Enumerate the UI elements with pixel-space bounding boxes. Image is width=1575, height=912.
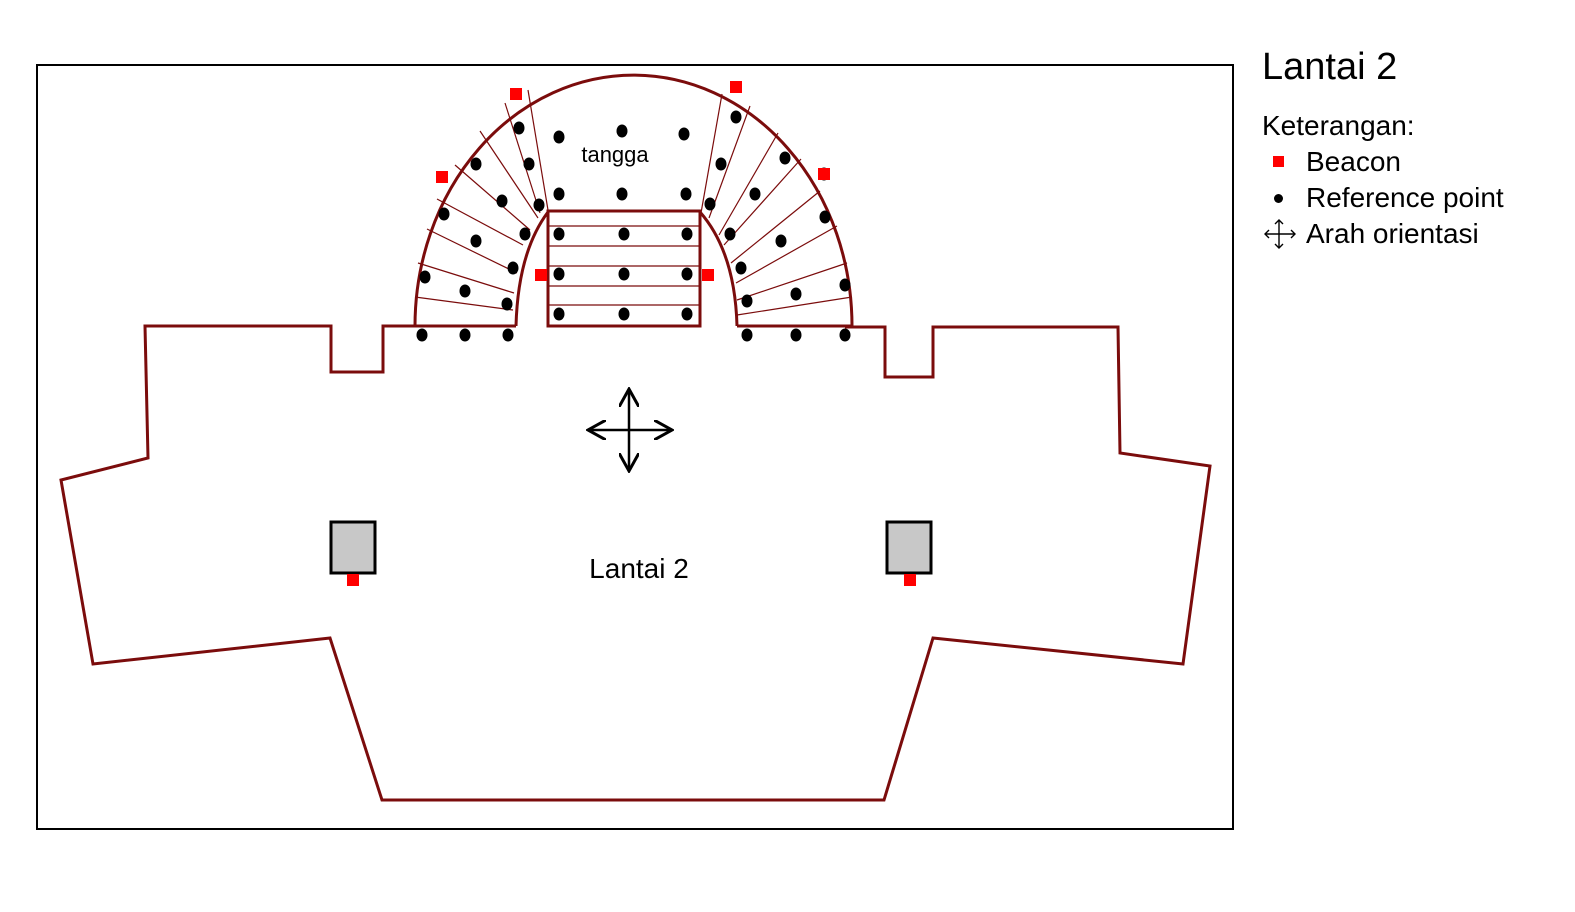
reference-point bbox=[496, 194, 508, 208]
reference-point bbox=[553, 227, 565, 241]
reference-point bbox=[419, 270, 431, 284]
reference-point bbox=[715, 157, 727, 171]
beacon-icon bbox=[1262, 144, 1302, 180]
reference-point bbox=[790, 328, 802, 342]
stair-tread bbox=[735, 225, 838, 284]
beacon bbox=[904, 574, 916, 586]
stair-area bbox=[413, 73, 854, 328]
orientation-arrows-icon bbox=[588, 389, 672, 471]
pillar-right bbox=[885, 520, 933, 575]
floor-outline bbox=[59, 324, 1212, 802]
reference-point bbox=[416, 328, 428, 342]
reference-point bbox=[790, 287, 802, 301]
reference-point bbox=[438, 207, 450, 221]
stair-tread bbox=[708, 105, 751, 219]
reference-point bbox=[775, 234, 787, 248]
reference-point bbox=[678, 127, 690, 141]
beacon bbox=[730, 81, 742, 93]
stair-tread bbox=[730, 190, 821, 264]
legend-label-beacon: Beacon bbox=[1306, 146, 1401, 177]
beacon bbox=[702, 269, 714, 281]
stair-tread bbox=[414, 296, 514, 311]
beacon bbox=[347, 574, 359, 586]
reference-point bbox=[553, 307, 565, 321]
legend: Lantai 2 Keterangan: Beacon Reference po… bbox=[1262, 44, 1504, 252]
reference-point bbox=[502, 328, 514, 342]
reference-point bbox=[533, 198, 545, 212]
reference-point bbox=[730, 110, 742, 124]
reference-point-icon bbox=[1262, 180, 1302, 216]
legend-item-reference-point: Reference point bbox=[1262, 180, 1504, 216]
stair-tread bbox=[454, 164, 531, 231]
legend-item-beacon: Beacon bbox=[1262, 144, 1504, 180]
legend-title: Lantai 2 bbox=[1262, 46, 1398, 88]
stair-tread bbox=[723, 158, 802, 246]
reference-point bbox=[618, 227, 630, 241]
reference-point bbox=[779, 151, 791, 165]
reference-point bbox=[459, 328, 471, 342]
reference-point bbox=[749, 187, 761, 201]
beacons bbox=[347, 81, 916, 586]
stair-tread bbox=[426, 228, 518, 274]
stair-tread bbox=[417, 262, 515, 294]
reference-point bbox=[507, 261, 519, 275]
beacon bbox=[535, 269, 547, 281]
stair-inner-right bbox=[698, 211, 739, 327]
floor-label: Lantai 2 bbox=[589, 553, 689, 584]
pillar-left bbox=[329, 520, 377, 575]
reference-point bbox=[553, 130, 565, 144]
reference-point bbox=[470, 157, 482, 171]
stair-tread bbox=[736, 262, 848, 301]
reference-point bbox=[741, 328, 753, 342]
reference-point bbox=[553, 267, 565, 281]
reference-point bbox=[681, 307, 693, 321]
reference-points bbox=[416, 110, 851, 342]
stair-tread bbox=[700, 93, 723, 214]
reference-point bbox=[470, 234, 482, 248]
reference-point bbox=[704, 197, 716, 211]
stair-tread bbox=[736, 296, 853, 316]
legend-heading: Keterangan: bbox=[1262, 110, 1415, 141]
stair-straight-flight bbox=[546, 209, 702, 328]
legend-label-reference-point: Reference point bbox=[1306, 182, 1504, 213]
stair-tread bbox=[527, 89, 549, 211]
reference-point bbox=[519, 227, 531, 241]
reference-point bbox=[523, 157, 535, 171]
orientation-arrows-icon bbox=[1262, 216, 1302, 252]
reference-point bbox=[616, 124, 628, 138]
legend-label-orientation: Arah orientasi bbox=[1306, 218, 1479, 249]
reference-point bbox=[501, 297, 513, 311]
reference-point bbox=[680, 187, 692, 201]
reference-point bbox=[839, 328, 851, 342]
reference-point bbox=[741, 294, 753, 308]
reference-point bbox=[459, 284, 471, 298]
reference-point bbox=[616, 187, 628, 201]
reference-point bbox=[724, 227, 736, 241]
stair-outer-arc bbox=[413, 73, 854, 327]
stair-inner-left bbox=[514, 211, 550, 327]
reference-point bbox=[681, 227, 693, 241]
reference-point bbox=[618, 307, 630, 321]
reference-point bbox=[819, 210, 831, 224]
reference-point bbox=[735, 261, 747, 275]
stair-tread bbox=[479, 130, 539, 219]
reference-point bbox=[553, 187, 565, 201]
reference-point bbox=[839, 278, 851, 292]
stair-tread bbox=[436, 198, 524, 246]
stair-tread bbox=[718, 132, 779, 236]
beacon bbox=[818, 168, 830, 180]
map-frame bbox=[36, 64, 1234, 830]
legend-item-orientation: Arah orientasi bbox=[1262, 216, 1504, 252]
stair-label: tangga bbox=[581, 142, 649, 167]
reference-point bbox=[618, 267, 630, 281]
reference-point bbox=[681, 267, 693, 281]
beacon bbox=[510, 88, 522, 100]
beacon bbox=[436, 171, 448, 183]
stair-tread bbox=[504, 102, 541, 214]
reference-point bbox=[513, 121, 525, 135]
